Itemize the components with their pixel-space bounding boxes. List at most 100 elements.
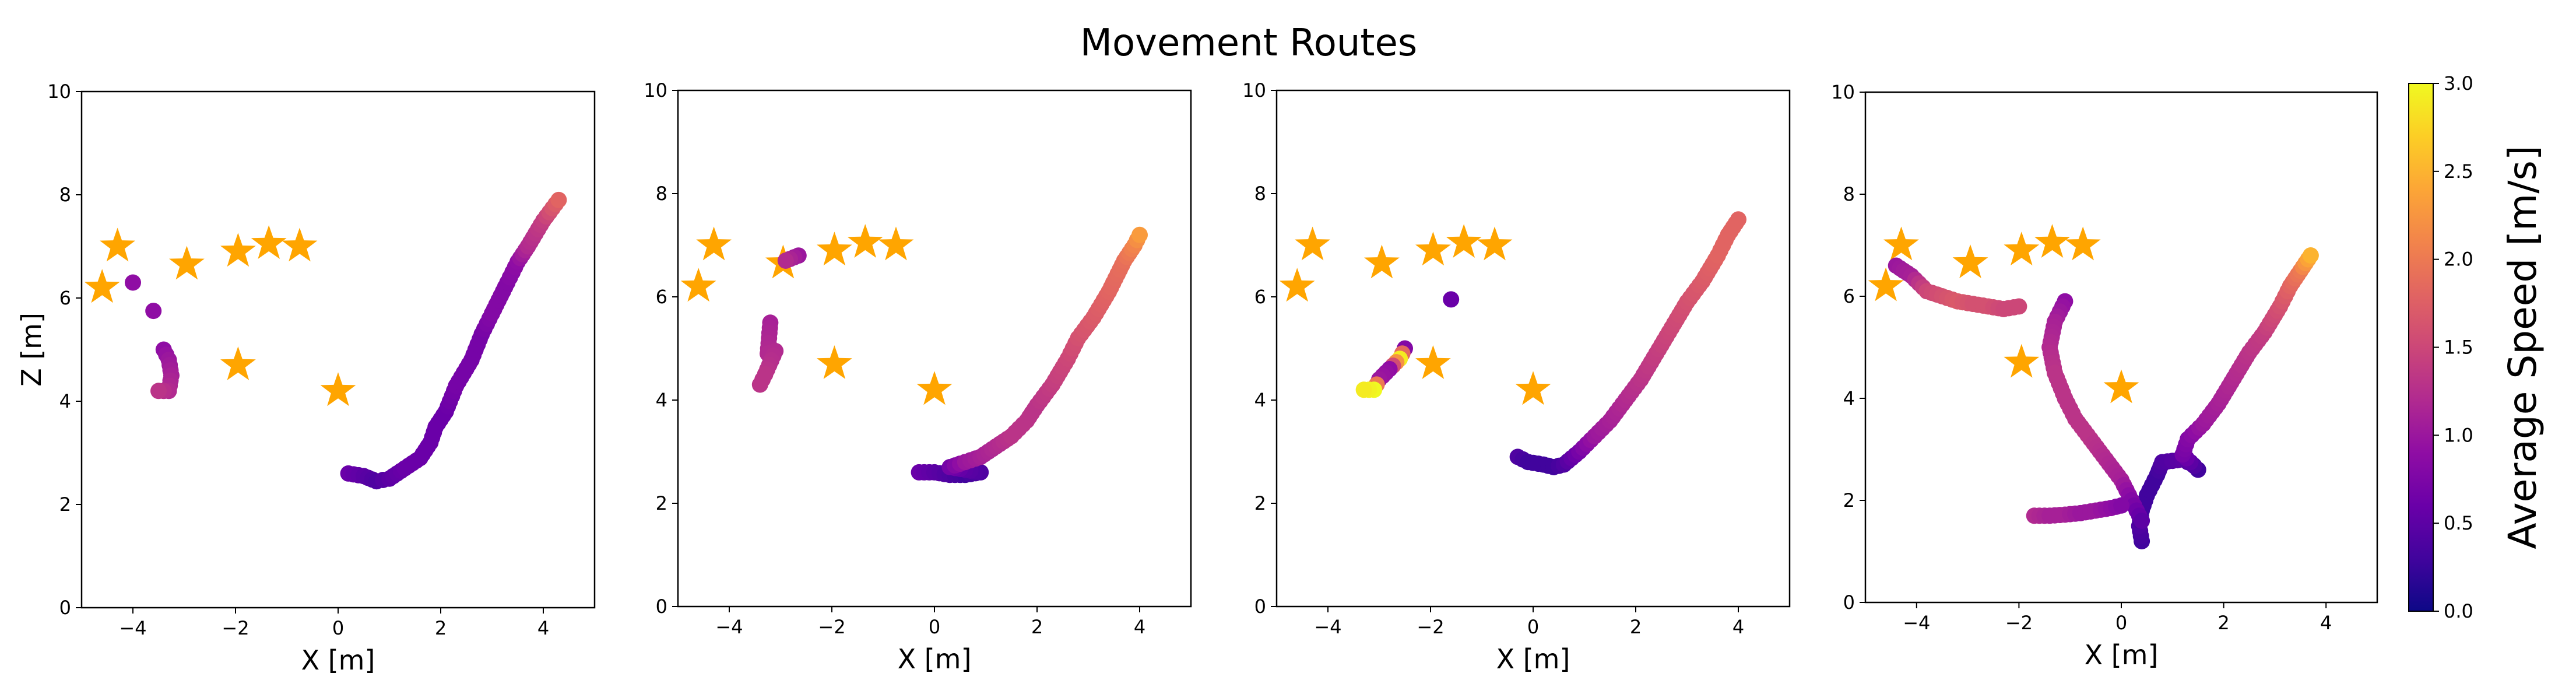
colorbar-tick-label: 0.5 <box>2444 512 2473 534</box>
y-tick-label: 6 <box>1254 286 1266 308</box>
x-tick-label: 0 <box>1527 616 1539 638</box>
subplot-3: −4 −2 0 2 4 0 2 4 6 8 10 X [m] <box>1242 79 1791 675</box>
target-star-5 <box>2034 224 2070 258</box>
axes-frame <box>1275 89 1791 608</box>
y-tick-label: 0 <box>1843 591 1855 614</box>
route-point <box>2113 497 2129 514</box>
colorbar-tick-label: 1.5 <box>2444 337 2473 359</box>
x-tick-label: −2 <box>1417 616 1444 638</box>
target-star-7 <box>220 346 256 380</box>
route-point <box>1131 226 1148 243</box>
target-star-1 <box>1279 268 1315 302</box>
target-star-2 <box>696 226 732 261</box>
y-axis-label: Z [m] <box>16 313 47 387</box>
target-star-2 <box>1883 226 1919 261</box>
x-tick-label: −2 <box>2005 612 2033 634</box>
x-tick-label: 4 <box>537 617 549 639</box>
y-tick-label: 4 <box>59 390 71 412</box>
x-tick-label: −4 <box>1314 616 1341 638</box>
colorbar-label: Average Speed [m/s] <box>2500 145 2545 549</box>
target-star-2 <box>1295 226 1330 261</box>
route-point <box>1355 381 1372 398</box>
y-tick-label: 4 <box>656 389 667 411</box>
y-tick-label: 2 <box>59 493 71 516</box>
target-star-8 <box>1515 371 1551 405</box>
y-tick-label: 2 <box>1254 492 1266 514</box>
axes-frame <box>677 89 1192 608</box>
x-tick-label: 2 <box>1630 616 1642 638</box>
target-star-6 <box>2065 226 2101 261</box>
target-star-4 <box>2004 232 2040 266</box>
target-star-7 <box>1415 345 1451 379</box>
target-star-3 <box>1952 244 1988 278</box>
target-star-5 <box>1446 224 1482 258</box>
x-axis-label: X [m] <box>301 644 375 676</box>
x-tick-label: 4 <box>2320 612 2332 634</box>
x-tick-label: 2 <box>2217 612 2229 634</box>
route-point <box>2011 298 2027 315</box>
route-point <box>150 383 167 399</box>
axes-frame <box>1864 91 2378 604</box>
route-point <box>2302 247 2319 264</box>
x-tick-label: 4 <box>1134 616 1145 638</box>
x-axis-label: X [m] <box>1496 643 1570 675</box>
colorbar-tick-label: 3.0 <box>2444 72 2473 94</box>
x-tick-label: −4 <box>715 616 743 638</box>
colorbar: 0.0 0.5 1.0 1.5 2.0 2.5 3.0 Average Speed [m/s] <box>2408 72 2545 622</box>
y-tick-label: 0 <box>59 597 71 619</box>
subplot-4: −4 −2 0 2 4 0 2 4 6 8 10 X [m] <box>1831 81 2378 671</box>
y-tick-label: 6 <box>59 287 71 309</box>
y-tick-label: 2 <box>1843 489 1855 511</box>
y-tick-label: 0 <box>1254 595 1266 618</box>
colorbar-tick-label: 2.0 <box>2444 248 2473 271</box>
y-tick-label: 8 <box>1254 183 1266 205</box>
target-star-5 <box>847 224 883 258</box>
y-tick-label: 0 <box>656 595 667 618</box>
route-point <box>751 376 768 393</box>
target-star-6 <box>282 227 318 262</box>
target-star-7 <box>817 345 852 379</box>
target-star-4 <box>1415 232 1451 266</box>
x-tick-label: 2 <box>1031 616 1043 638</box>
x-tick-label: −2 <box>222 617 249 639</box>
route-point <box>777 253 794 269</box>
route-point <box>2134 513 2150 529</box>
target-star-1 <box>84 269 120 303</box>
colorbar-tick-label: 1.0 <box>2444 424 2473 446</box>
x-tick-label: −2 <box>818 616 845 638</box>
target-star-8 <box>320 372 356 406</box>
x-axis-label: X [m] <box>2085 639 2159 671</box>
target-star-4 <box>220 233 256 267</box>
x-tick-label: 0 <box>2115 612 2127 634</box>
target-star-4 <box>817 232 852 266</box>
x-tick-label: 0 <box>332 617 344 639</box>
colorbar-tick-label: 0.0 <box>2444 600 2473 622</box>
route-point <box>1443 291 1460 308</box>
target-star-2 <box>100 227 135 262</box>
y-tick-label: 6 <box>1843 285 1855 307</box>
target-star-6 <box>878 226 914 261</box>
y-tick-label: 6 <box>656 286 667 308</box>
y-tick-label: 10 <box>644 79 667 101</box>
x-tick-label: −4 <box>119 617 146 639</box>
route-point <box>1730 211 1746 228</box>
y-tick-label: 4 <box>1254 389 1266 411</box>
route-point <box>550 191 567 208</box>
y-tick-label: 8 <box>1843 183 1855 205</box>
y-tick-label: 10 <box>1831 81 1855 103</box>
y-tick-label: 8 <box>656 183 667 205</box>
subplots: −4 −2 0 2 4 0 2 4 6 8 10 X [m] Z [m] −4 −2 0 2 4 0 2 4 6 8 10 X … <box>16 79 2378 676</box>
x-tick-label: 0 <box>929 616 940 638</box>
colorbar-tick-label: 2.5 <box>2444 160 2473 183</box>
x-tick-label: 2 <box>435 617 447 639</box>
x-tick-label: −4 <box>1903 612 1930 634</box>
colorbar-gradient <box>2408 83 2434 612</box>
target-star-7 <box>2004 344 2040 378</box>
y-tick-label: 2 <box>656 492 667 514</box>
y-tick-label: 10 <box>1242 79 1266 101</box>
target-star-1 <box>1868 267 1904 302</box>
subplot-2: −4 −2 0 2 4 0 2 4 6 8 10 X [m] <box>644 79 1192 675</box>
y-tick-label: 4 <box>1843 387 1855 409</box>
figure-title: Movement Routes <box>1080 22 1417 65</box>
